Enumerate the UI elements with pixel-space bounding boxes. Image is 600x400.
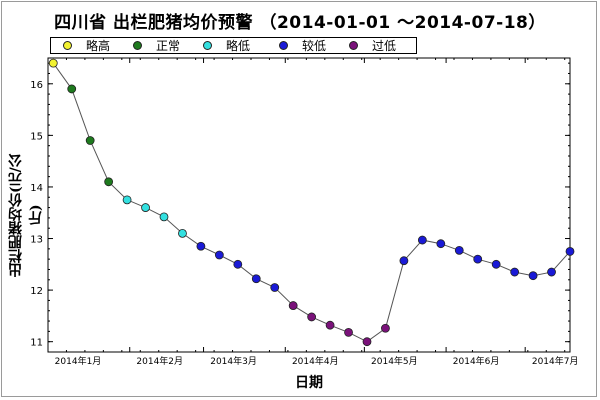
legend-label-high: 略高 [86, 39, 111, 53]
legend-item-low: 较低 [279, 38, 326, 53]
data-point [510, 267, 520, 277]
data-point [565, 247, 575, 256]
y-tick-label: 11 [30, 338, 43, 349]
data-point [528, 271, 538, 281]
y-tick-label: 15 [30, 131, 43, 142]
data-point [362, 337, 372, 347]
legend: 略高 正常 略低 较低 过低 [50, 37, 417, 54]
x-tick-label: 2014年6月 [453, 355, 500, 367]
x-tick-label: 2014年2月 [136, 355, 183, 367]
x-tick-label: 2014年3月 [210, 355, 257, 367]
legend-marker-high [63, 41, 72, 50]
legend-item-too-low: 过低 [349, 38, 396, 53]
series-line [52, 62, 571, 343]
data-point [417, 235, 427, 245]
data-point [325, 320, 335, 330]
data-point [214, 250, 224, 260]
chart-title: 四川省 出栏肥猪均价预警 （2014-01-01 ～2014-07-18） [54, 13, 546, 33]
data-point [473, 254, 483, 264]
data-point [288, 301, 298, 310]
legend-marker-too-low [349, 41, 358, 50]
data-point [104, 177, 114, 187]
data-point [159, 212, 169, 222]
plot-area [47, 57, 571, 353]
data-point [122, 195, 132, 205]
data-point [85, 136, 95, 145]
data-point [491, 259, 501, 269]
legend-marker-low [279, 41, 288, 50]
x-tick-label: 2014年5月 [371, 355, 418, 367]
legend-marker-normal [133, 41, 142, 50]
data-point [270, 283, 280, 292]
data-point [399, 256, 409, 266]
data-point [454, 245, 464, 255]
data-point [547, 267, 556, 277]
x-tick-label: 2014年7月 [532, 355, 579, 367]
legend-marker-slightly-low [203, 41, 212, 50]
data-point [67, 84, 77, 94]
data-point [436, 239, 446, 249]
legend-label-low: 较低 [302, 39, 327, 53]
x-tick-label: 2014年4月 [292, 355, 339, 367]
legend-label-normal: 正常 [156, 39, 181, 53]
legend-item-normal: 正常 [133, 38, 180, 53]
data-point [178, 228, 187, 238]
legend-label-too-low: 过低 [372, 39, 397, 53]
data-point [233, 259, 243, 269]
y-tick-label: 12 [30, 286, 43, 297]
y-tick-label: 13 [30, 235, 43, 246]
data-point [141, 203, 150, 212]
data-point [48, 58, 58, 68]
legend-item-high: 略高 [63, 38, 110, 53]
legend-item-slightly-low: 略低 [203, 38, 250, 53]
x-axis-title: 日期 [295, 375, 323, 391]
data-point [307, 312, 317, 322]
data-point [381, 323, 390, 333]
data-point [251, 274, 261, 284]
y-tick-label: 14 [30, 183, 43, 194]
data-point [196, 241, 206, 251]
data-point [344, 327, 353, 337]
x-tick-label: 2014年1月 [55, 355, 102, 367]
legend-label-slightly-low: 略低 [226, 39, 251, 53]
y-tick-label: 16 [30, 80, 43, 91]
